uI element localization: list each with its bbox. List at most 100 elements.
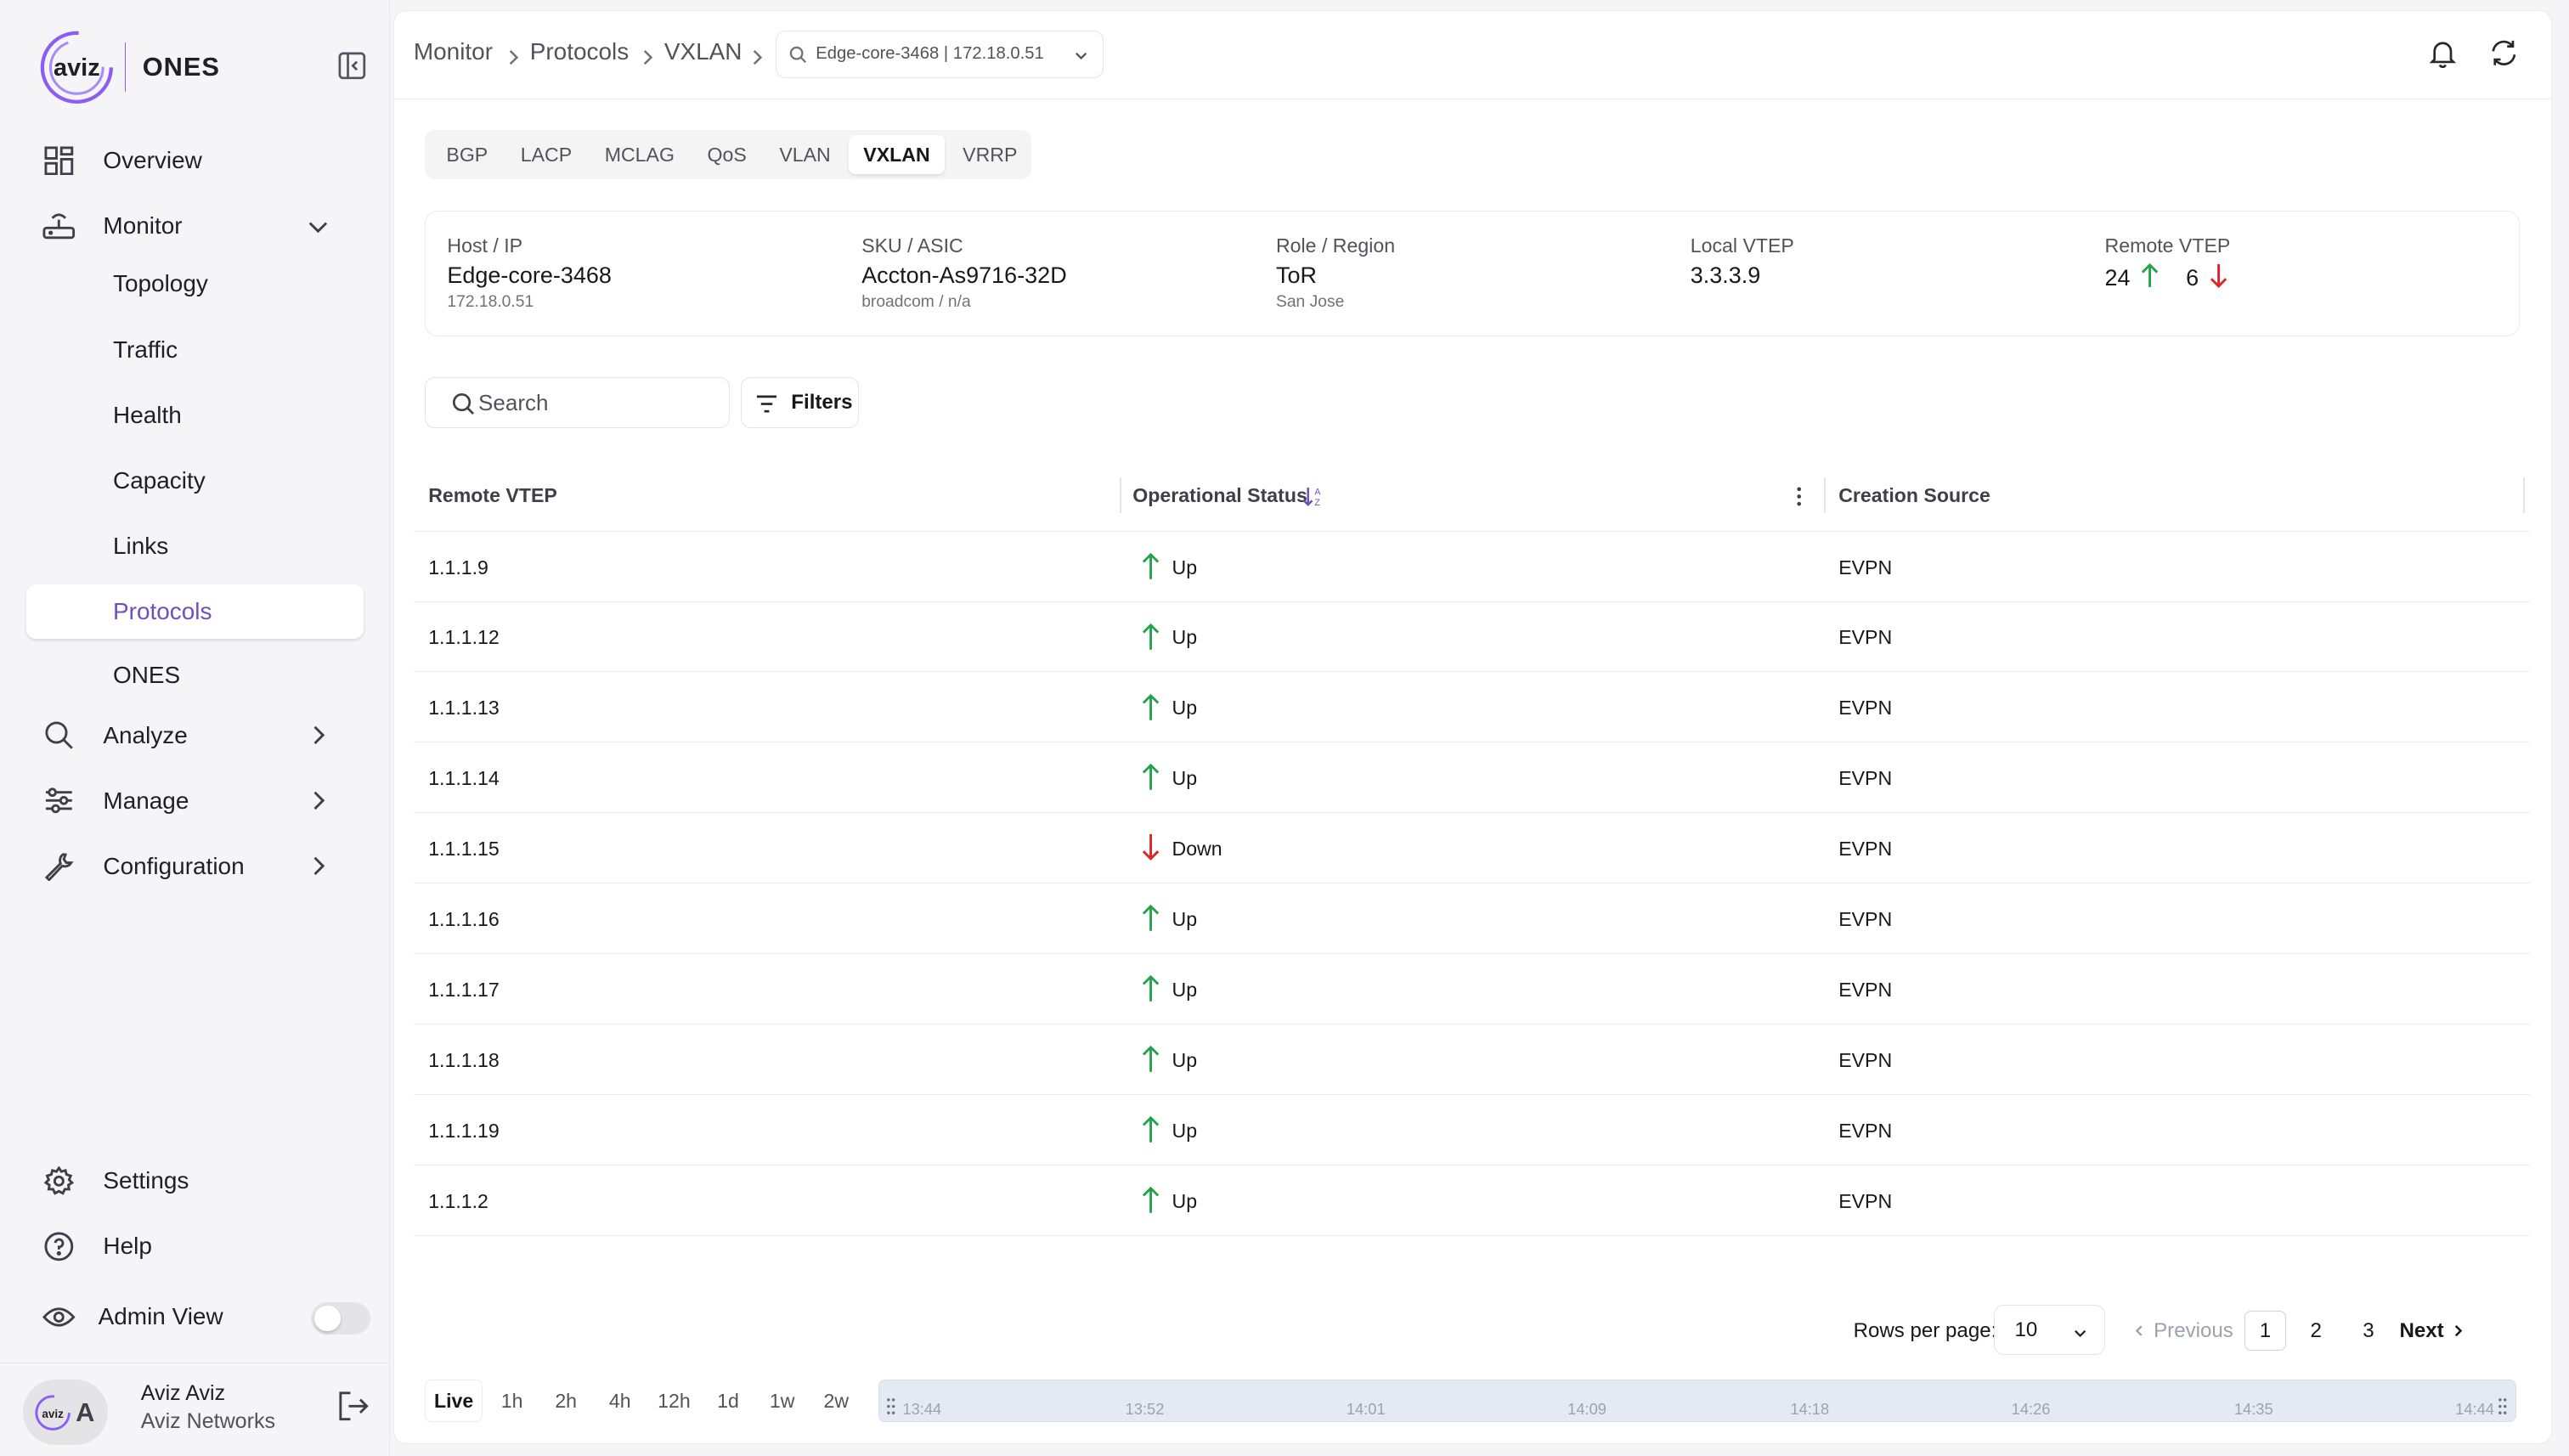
table-row[interactable]: 1.1.1.12 Up EVPN <box>413 602 2530 673</box>
timeline-tick: 14:18 <box>1790 1400 1830 1419</box>
role-value: ToR <box>1275 262 1317 288</box>
logout-icon[interactable] <box>337 1390 370 1423</box>
time-1w-button[interactable]: 1w <box>769 1389 795 1412</box>
chevron-right-icon <box>305 787 331 814</box>
time-2h-button[interactable]: 2h <box>555 1389 578 1412</box>
column-creation-source[interactable]: Creation Source <box>1838 483 1990 506</box>
table-row[interactable]: 1.1.1.13 Up EVPN <box>413 672 2530 743</box>
asic-value: broadcom / n/a <box>861 293 971 312</box>
page-3-button[interactable]: 3 <box>2363 1318 2374 1342</box>
tab-bgp[interactable]: BGP <box>446 143 488 166</box>
arrow-up-icon <box>2140 262 2160 295</box>
sidebar-item-protocols[interactable]: Protocols <box>25 584 364 639</box>
device-select[interactable]: Edge-core-3468 | 172.18.0.51 <box>775 30 1104 78</box>
operational-status-cell: Up <box>1172 978 1198 1001</box>
rows-per-page-select[interactable]: 10 <box>1994 1304 2106 1356</box>
nav-monitor-label: Monitor <box>103 212 183 240</box>
creation-source-cell: EVPN <box>1838 1119 1893 1142</box>
nav-configuration-label: Configuration <box>103 852 245 879</box>
nav-configuration[interactable]: Configuration <box>26 838 364 894</box>
search-icon <box>452 392 475 415</box>
previous-page-button[interactable]: Previous <box>2131 1311 2233 1350</box>
page-1-button[interactable]: 1 <box>2244 1311 2286 1351</box>
sidebar-item-health[interactable]: Health <box>113 401 182 428</box>
nav-monitor[interactable]: Monitor <box>26 198 364 254</box>
timeline-tick: 13:52 <box>1125 1400 1165 1419</box>
nav-help[interactable]: Help <box>26 1218 364 1274</box>
bell-icon[interactable] <box>2428 38 2458 69</box>
logo-divider <box>124 42 127 92</box>
remote-vtep-up-count: 24 <box>2104 264 2131 291</box>
next-page-button[interactable]: Next <box>2397 1311 2470 1350</box>
breadcrumb-vxlan[interactable]: VXLAN <box>663 38 742 65</box>
column-remote-vtep[interactable]: Remote VTEP <box>428 483 557 506</box>
role-label: Role / Region <box>1275 234 1396 257</box>
time-1h-button[interactable]: 1h <box>500 1389 523 1412</box>
operational-status-cell: Down <box>1172 838 1222 861</box>
chevron-right-icon <box>305 722 331 748</box>
column-divider[interactable] <box>1119 477 1121 514</box>
creation-source-cell: EVPN <box>1838 908 1893 930</box>
timeline-tick: 14:09 <box>1567 1400 1606 1419</box>
table-row[interactable]: 1.1.1.17 Up EVPN <box>413 954 2530 1024</box>
refresh-icon[interactable] <box>2489 38 2519 68</box>
timeline-right-handle-icon[interactable] <box>2498 1392 2508 1414</box>
sidebar-item-traffic[interactable]: Traffic <box>113 336 178 363</box>
time-12h-button[interactable]: 12h <box>658 1389 691 1412</box>
nav-analyze[interactable]: Analyze <box>26 708 364 764</box>
filters-button[interactable]: Filters <box>741 377 860 429</box>
time-2w-button[interactable]: 2w <box>823 1389 850 1412</box>
avatar[interactable]: aviz A <box>22 1380 109 1446</box>
column-operational-status[interactable]: Operational Status <box>1132 483 1307 506</box>
table-row[interactable]: 1.1.1.9 Up EVPN <box>413 532 2530 602</box>
tab-lacp[interactable]: LACP <box>520 143 573 166</box>
arrow-down-icon <box>2209 262 2228 295</box>
timeline-tick: 14:44 <box>2455 1400 2494 1419</box>
time-1d-button[interactable]: 1d <box>717 1389 739 1412</box>
creation-source-cell: EVPN <box>1838 838 1893 861</box>
table-row[interactable]: 1.1.1.16 Up EVPN <box>413 883 2530 954</box>
breadcrumb-protocols[interactable]: Protocols <box>529 38 630 65</box>
sidebar-item-topology[interactable]: Topology <box>113 270 208 297</box>
tab-mclag[interactable]: MCLAG <box>604 143 675 166</box>
column-divider[interactable] <box>2523 477 2526 514</box>
admin-view-toggle[interactable] <box>311 1301 370 1335</box>
table-row[interactable]: 1.1.1.15 Down EVPN <box>413 813 2530 884</box>
main-panel: Monitor Protocols VXLAN Edge-core-3468 |… <box>392 9 2552 1445</box>
table-row[interactable]: 1.1.1.18 Up EVPN <box>413 1024 2530 1095</box>
page-2-button[interactable]: 2 <box>2310 1318 2322 1342</box>
tab-vlan[interactable]: VLAN <box>779 143 831 166</box>
search-box <box>425 377 730 429</box>
table-row[interactable]: 1.1.1.14 Up EVPN <box>413 742 2530 814</box>
table-row[interactable]: 1.1.1.2 Up EVPN <box>413 1165 2530 1236</box>
time-live-button[interactable]: Live <box>425 1380 483 1423</box>
chevron-down-icon <box>1073 48 1089 64</box>
sidebar-item-links[interactable]: Links <box>113 532 169 559</box>
aviz-ones-logo[interactable]: aviz ONES <box>39 30 220 105</box>
collapse-sidebar-icon[interactable] <box>337 51 367 81</box>
breadcrumb-monitor[interactable]: Monitor <box>413 38 494 65</box>
sidebar-item-ones[interactable]: ONES <box>113 662 181 689</box>
eye-icon <box>42 1301 76 1334</box>
column-divider[interactable] <box>1823 477 1826 514</box>
table-row[interactable]: 1.1.1.19 Up EVPN <box>413 1095 2530 1165</box>
remote-vtep-cell: 1.1.1.19 <box>428 1119 500 1142</box>
nav-overview[interactable]: Overview <box>26 133 364 189</box>
nav-manage[interactable]: Manage <box>26 773 364 829</box>
tab-qos[interactable]: QoS <box>707 143 747 166</box>
tab-vrrp[interactable]: VRRP <box>963 143 1018 166</box>
search-input[interactable] <box>478 389 708 416</box>
column-menu-icon[interactable] <box>1793 484 1805 507</box>
timeline-left-handle-icon[interactable] <box>886 1392 896 1414</box>
time-4h-button[interactable]: 4h <box>608 1389 631 1412</box>
operational-status-cell: Up <box>1172 556 1198 578</box>
aviz-logo-icon: aviz <box>39 30 115 105</box>
admin-view-label: Admin View <box>98 1303 223 1330</box>
operational-status-cell: Up <box>1172 697 1198 720</box>
sidebar-item-capacity[interactable]: Capacity <box>113 466 206 494</box>
timeline-slider[interactable]: 13:44 13:52 14:01 14:09 14:18 14:26 14:3… <box>878 1380 2517 1423</box>
search-icon <box>789 46 807 64</box>
tab-vxlan[interactable]: VXLAN <box>848 135 945 175</box>
nav-settings[interactable]: Settings <box>26 1153 364 1209</box>
